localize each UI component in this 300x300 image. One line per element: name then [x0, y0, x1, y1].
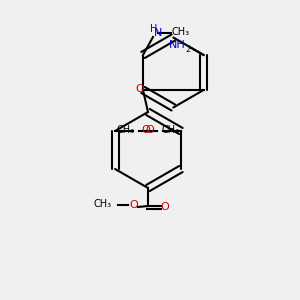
Text: H: H — [150, 24, 158, 34]
Text: CH₃: CH₃ — [172, 27, 190, 37]
Text: NH: NH — [169, 40, 186, 50]
Text: O: O — [130, 200, 138, 210]
Text: CH₃: CH₃ — [161, 125, 179, 135]
Text: O: O — [142, 125, 151, 135]
Text: CH₃: CH₃ — [117, 125, 135, 135]
Text: O: O — [160, 202, 169, 212]
Text: O: O — [136, 84, 144, 94]
Text: CH₃: CH₃ — [94, 199, 112, 209]
Text: N: N — [154, 28, 162, 38]
Text: 2: 2 — [185, 46, 190, 55]
Text: O: O — [146, 125, 154, 135]
